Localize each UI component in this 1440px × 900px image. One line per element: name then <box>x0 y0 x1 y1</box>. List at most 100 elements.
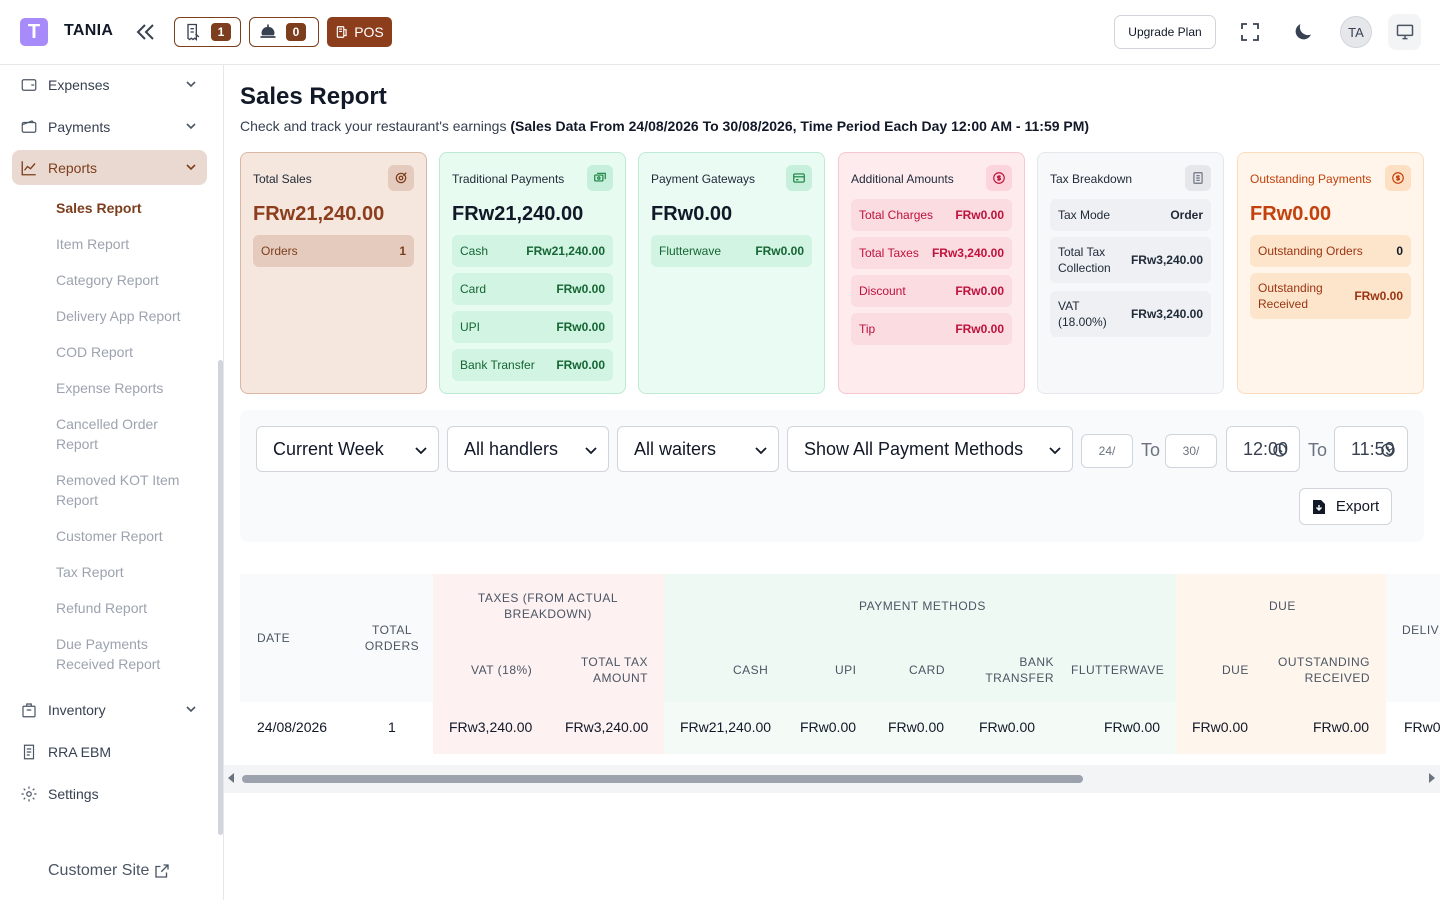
row-value: FRw0.00 <box>556 358 605 372</box>
kitchen-button[interactable]: 0 <box>249 17 319 47</box>
monitor-icon <box>1396 24 1413 40</box>
clipboard-icon <box>1185 165 1211 191</box>
cell-date: 24/08/2026 <box>257 719 328 735</box>
dollar-circle-icon <box>1385 165 1411 191</box>
dark-mode-icon[interactable] <box>1291 20 1315 44</box>
orders-row: Orders 1 <box>253 235 414 267</box>
row-value: FRw3,240.00 <box>931 246 1004 260</box>
sidebar-subitem-customer-report[interactable]: Customer Report <box>56 528 163 544</box>
scroll-right-icon[interactable] <box>1429 773 1435 783</box>
col-vat: VAT (18%) <box>471 663 533 677</box>
table-header-bg <box>240 574 433 702</box>
dollar-circle-icon <box>986 165 1012 191</box>
due-group-bg <box>1176 574 1386 702</box>
sidebar-subitem-item-report[interactable]: Item Report <box>56 236 130 252</box>
chevron-down-icon <box>186 706 196 713</box>
start-time-input[interactable]: 12:00 <box>1226 426 1300 472</box>
clock-icon <box>1381 443 1395 457</box>
sidebar-subitem-cod-report[interactable]: COD Report <box>56 344 134 360</box>
tip-row: Tip FRw0.00 <box>851 313 1012 345</box>
sidebar: Expenses Payments Reports Sales Report I… <box>0 65 224 900</box>
sidebar-subitem-removed-kot-item-report[interactable]: Removed KOT Item Report <box>56 472 180 508</box>
sidebar-subitem-delivery-app-report[interactable]: Delivery App Report <box>56 308 181 324</box>
sidebar-subitem-expense-reports[interactable]: Expense Reports <box>56 380 164 396</box>
outstanding-received-row: Outstanding Received FRw0.00 <box>1250 273 1411 319</box>
payment-methods-group-bg <box>664 574 1176 702</box>
fullscreen-icon[interactable] <box>1238 20 1262 44</box>
sidebar-item-label: RRA EBM <box>48 743 112 760</box>
sidebar-item-settings[interactable]: Settings <box>12 776 207 811</box>
collapse-sidebar-icon[interactable] <box>134 20 158 44</box>
total-sales-value: FRw21,240.00 <box>253 203 385 225</box>
customer-site-link[interactable]: Customer Site <box>48 862 171 880</box>
chart-line-icon <box>21 160 36 175</box>
sidebar-item-rra-ebm[interactable]: RRA EBM <box>12 734 207 769</box>
sidebar-subitem-tax-report[interactable]: Tax Report <box>56 564 124 580</box>
filters-panel: Current Week All handlers All waiters Sh… <box>240 410 1424 542</box>
row-label: Flutterwave <box>659 244 722 258</box>
period-select[interactable]: Current Week <box>256 426 439 472</box>
chevron-down-icon <box>415 447 427 455</box>
row-value: 1 <box>399 244 406 258</box>
main-content: Sales Report Check and track your restau… <box>224 65 1440 900</box>
sidebar-subitem-category-report[interactable]: Category Report <box>56 272 159 288</box>
row-label: Total Tax Collection <box>1058 245 1111 275</box>
row-label: Card <box>460 282 487 296</box>
sidebar-subitem-due-payments-received-report[interactable]: Due Payments Received Report <box>56 636 161 672</box>
payment-gateways-card: Payment Gateways FRw0.00 Flutterwave FRw0… <box>638 152 825 394</box>
col-upi: UPI <box>835 663 857 677</box>
end-time-input[interactable]: 11:59 <box>1334 426 1408 472</box>
sidebar-subitem-cancelled-order-report[interactable]: Cancelled Order Report <box>56 416 158 452</box>
upgrade-plan-button[interactable]: Upgrade Plan <box>1114 15 1216 49</box>
start-date-input[interactable]: 24/ <box>1081 434 1133 468</box>
app-logo[interactable]: T <box>20 18 48 46</box>
cell-delivery: FRw0 <box>1404 719 1440 735</box>
row-label: Outstanding Orders <box>1258 244 1363 258</box>
group-payment-methods: PAYMENT METHODS <box>859 599 986 613</box>
sidebar-subitem-refund-report[interactable]: Refund Report <box>56 600 148 616</box>
table-scroll-thumb[interactable] <box>242 775 1083 783</box>
taxes-group-bg <box>433 574 664 702</box>
sales-table: DATE TOTAL ORDERS TAXES (FROM ACTUAL BRE… <box>240 574 1440 754</box>
total-sales-card: Total Sales FRw21,240.00 Orders 1 <box>240 152 427 394</box>
page-subtitle-text: Check and track your restaurant's earnin… <box>240 118 507 134</box>
sidebar-item-payments[interactable]: Payments <box>12 109 207 144</box>
page-title: Sales Report <box>240 83 387 110</box>
target-icon <box>388 165 414 191</box>
sidebar-item-expenses[interactable]: Expenses <box>12 67 207 102</box>
card-title: Additional Amounts <box>851 172 954 186</box>
sidebar-item-reports[interactable]: Reports <box>12 150 207 185</box>
user-avatar[interactable]: TA <box>1340 16 1372 48</box>
file-download-icon <box>1312 499 1325 514</box>
top-header: T TANIA 1 0 POS Upgrade Plan TA <box>0 0 1440 65</box>
export-button[interactable]: Export <box>1299 488 1392 525</box>
end-date-input[interactable]: 30/ <box>1165 434 1217 468</box>
sidebar-item-label: Reports <box>48 159 98 176</box>
new-orders-button[interactable]: 1 <box>174 17 241 47</box>
cell-due: FRw0.00 <box>1192 719 1249 735</box>
handlers-select[interactable]: All handlers <box>447 426 609 472</box>
sidebar-item-label: Inventory <box>48 701 106 718</box>
row-label: Discount <box>859 284 906 298</box>
sidebar-scrollbar[interactable] <box>218 360 223 835</box>
vat-row: VAT (18.00%) FRw3,240.00 <box>1050 291 1211 337</box>
customer-display-button[interactable] <box>1388 14 1421 50</box>
sidebar-subitem-sales-report[interactable]: Sales Report <box>56 200 142 216</box>
waiters-select[interactable]: All waiters <box>617 426 779 472</box>
bank-transfer-row: Bank Transfer FRw0.00 <box>452 349 613 381</box>
group-taxes: TAXES (FROM ACTUAL BREAKDOWN) <box>477 591 619 621</box>
tax-mode-row: Tax Mode Order <box>1050 199 1211 231</box>
cell-flutterwave: FRw0.00 <box>1104 719 1161 735</box>
credit-card-icon <box>786 165 812 191</box>
scroll-left-icon[interactable] <box>228 773 234 783</box>
chevron-down-icon <box>755 447 767 455</box>
payment-methods-select[interactable]: Show All Payment Methods <box>787 426 1073 472</box>
page-subtitle: Check and track your restaurant's earnin… <box>240 118 1089 134</box>
payment-icon <box>21 119 37 133</box>
pos-button[interactable]: POS <box>327 17 392 47</box>
delivery-group-bg <box>1386 574 1440 702</box>
row-value: FRw3,240.00 <box>1130 307 1203 321</box>
sidebar-item-inventory[interactable]: Inventory <box>12 692 207 727</box>
cloche-icon <box>260 24 276 38</box>
start-time-value: 12:00 <box>1243 438 1289 459</box>
